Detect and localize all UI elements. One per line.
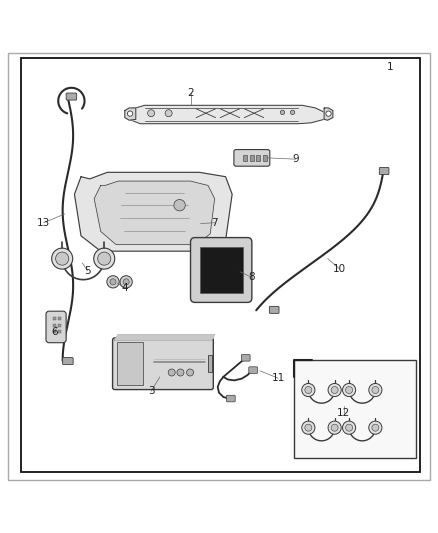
Circle shape [372,424,379,431]
Circle shape [302,383,315,397]
Circle shape [120,276,132,288]
Circle shape [346,424,353,431]
FancyBboxPatch shape [63,358,73,365]
Circle shape [343,383,356,397]
Circle shape [326,111,331,116]
Circle shape [187,369,194,376]
FancyBboxPatch shape [113,338,213,390]
Circle shape [305,424,312,431]
Text: 3: 3 [148,386,155,397]
Bar [58,317,61,320]
Bar [243,155,247,161]
Circle shape [372,386,379,393]
Text: 1: 1 [386,62,393,72]
Circle shape [123,279,129,285]
FancyBboxPatch shape [234,150,270,166]
Circle shape [343,421,356,434]
Polygon shape [324,108,333,120]
Bar [53,324,56,327]
Bar [256,155,260,161]
Bar [294,360,416,458]
Polygon shape [74,172,232,251]
Bar [208,355,212,373]
FancyBboxPatch shape [249,367,258,374]
Circle shape [52,248,73,269]
Polygon shape [125,108,136,120]
Text: 10: 10 [333,264,346,273]
FancyBboxPatch shape [269,306,279,313]
Circle shape [56,252,69,265]
Text: 2: 2 [187,88,194,99]
FancyBboxPatch shape [191,238,252,302]
Circle shape [280,110,285,115]
Circle shape [346,386,353,393]
Circle shape [290,110,295,115]
FancyBboxPatch shape [241,354,250,361]
Circle shape [127,111,133,116]
Text: 8: 8 [248,272,255,282]
Bar [250,155,254,161]
Circle shape [98,252,111,265]
Circle shape [177,369,184,376]
Circle shape [305,386,312,393]
Bar [53,330,56,333]
Polygon shape [129,106,326,124]
Circle shape [168,369,175,376]
Circle shape [148,110,155,117]
Text: 7: 7 [211,217,218,228]
Polygon shape [115,335,215,340]
Text: 11: 11 [272,373,285,383]
FancyBboxPatch shape [226,395,235,402]
Circle shape [331,386,338,393]
Text: 4: 4 [121,284,128,293]
Circle shape [302,421,315,434]
Circle shape [369,383,382,397]
Text: 9: 9 [292,154,299,164]
Text: 13: 13 [37,217,50,228]
Text: 12: 12 [337,408,350,418]
Circle shape [331,424,338,431]
Text: 5: 5 [84,266,91,276]
Bar [117,342,143,385]
Bar [58,324,61,327]
Polygon shape [94,181,215,245]
Bar [263,155,267,161]
Text: 6: 6 [51,327,58,337]
Circle shape [369,421,382,434]
Circle shape [165,110,172,117]
Circle shape [174,199,185,211]
Circle shape [107,276,119,288]
FancyBboxPatch shape [46,311,66,343]
Circle shape [94,248,115,269]
Bar [200,247,243,293]
FancyBboxPatch shape [379,167,389,174]
FancyBboxPatch shape [66,93,77,100]
Circle shape [328,421,341,434]
Circle shape [110,279,116,285]
Bar [58,330,61,333]
Circle shape [328,383,341,397]
Bar [53,317,56,320]
